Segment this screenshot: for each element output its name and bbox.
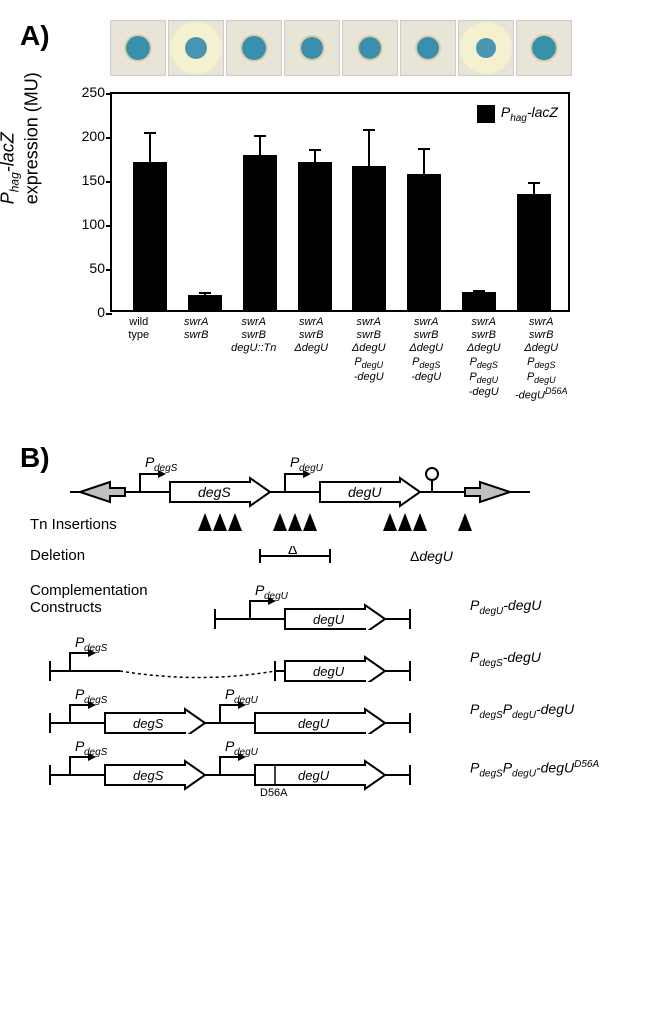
- svg-text:degU: degU: [348, 484, 382, 500]
- legend-swatch: [477, 105, 495, 123]
- bar-chart: Phag-lacZ expression (MU) Phag-lacZ wild…: [50, 82, 630, 402]
- y-tick-label: 150: [75, 172, 105, 188]
- construct-1: P degU degU PdegU-degU: [180, 584, 599, 630]
- bar: [517, 194, 551, 310]
- panel-b-label: B): [20, 442, 50, 474]
- flank-gene-right: [465, 482, 510, 502]
- svg-text:degU: degU: [298, 768, 330, 783]
- svg-text:degU: degU: [298, 716, 330, 731]
- svg-text:Δ: Δ: [288, 546, 297, 557]
- bar: [462, 292, 496, 310]
- svg-text:D56A: D56A: [260, 787, 288, 798]
- legend-text: Phag-lacZ: [501, 104, 558, 124]
- colony-tile: [110, 20, 166, 76]
- bar: [243, 155, 277, 310]
- y-tick-label: 250: [75, 84, 105, 100]
- operon-diagram: P degS degS P degU degU: [70, 452, 570, 512]
- bar: [407, 174, 441, 310]
- x-label: swrAswrBdegU::Tn: [225, 316, 283, 402]
- insertions-triangles: [70, 511, 570, 533]
- svg-text:degS: degS: [133, 716, 164, 731]
- x-label: swrAswrBΔdegUPdegS PdegU-degU: [455, 316, 513, 402]
- x-label: swrAswrBΔdegUPdegS-degU: [398, 316, 456, 402]
- y-tick-label: 50: [75, 260, 105, 276]
- construct-3-name: PdegSPdegU-degU: [470, 701, 574, 721]
- svg-text:degS: degS: [84, 747, 108, 758]
- svg-text:degS: degS: [84, 643, 108, 654]
- deletion-diagram: Δ: [200, 546, 400, 566]
- chart-legend: Phag-lacZ: [477, 104, 558, 124]
- colony-tile: [458, 20, 514, 76]
- bar: [133, 162, 167, 310]
- construct-2-name: PdegS-degU: [470, 649, 541, 669]
- deletion-name: ΔdegU: [410, 548, 453, 564]
- svg-text:degU: degU: [313, 664, 345, 679]
- colony-tile: [342, 20, 398, 76]
- colony-tile: [516, 20, 572, 76]
- bar: [298, 162, 332, 310]
- colony-tile: [284, 20, 340, 76]
- colony-tile: [400, 20, 456, 76]
- x-label: swrAswrBΔdegUPdegU-degU: [340, 316, 398, 402]
- panel-a: A) Phag-lacZ expression (MU) Phag-lacZ w…: [10, 20, 655, 402]
- panel-a-label: A): [20, 20, 50, 52]
- x-label: swrAswrB: [168, 316, 226, 402]
- terminator-icon: [426, 468, 438, 480]
- y-axis-label: Phag-lacZ expression (MU): [0, 72, 42, 204]
- y-tick-label: 200: [75, 128, 105, 144]
- svg-text:degU: degU: [299, 463, 324, 474]
- svg-text:degU: degU: [264, 591, 289, 602]
- y-tick-label: 100: [75, 216, 105, 232]
- deletion-label: Deletion: [30, 547, 200, 564]
- colony-tile: [168, 20, 224, 76]
- bar: [188, 295, 222, 310]
- svg-text:degU: degU: [234, 747, 259, 758]
- svg-text:degU: degU: [234, 695, 259, 706]
- construct-1-name: PdegU-degU: [470, 597, 541, 617]
- colony-row: [110, 20, 655, 76]
- svg-text:degS: degS: [84, 695, 108, 706]
- svg-text:degS: degS: [133, 768, 164, 783]
- construct-4-name: PdegSPdegU-degUD56A: [470, 759, 599, 779]
- x-label: swrAswrBΔdegU: [283, 316, 341, 402]
- x-axis-labels: wildtypeswrAswrBswrAswrBdegU::TnswrAswrB…: [110, 316, 570, 402]
- colony-tile: [226, 20, 282, 76]
- x-label: swrAswrBΔdegUPdegS PdegU-degUD56A: [513, 316, 571, 402]
- bar: [352, 166, 386, 310]
- y-tick-label: 0: [75, 304, 105, 320]
- svg-text:degS: degS: [198, 484, 231, 500]
- flank-gene-left: [80, 482, 125, 502]
- panel-b: B) P degS degS P degU degU Tn Insertions…: [10, 442, 655, 804]
- construct-4: P degS degS P degU degU D56A PdegSPdegU-…: [40, 740, 599, 798]
- construct-3: P degS degS P degU degU PdegSPdegU-degU: [40, 688, 599, 734]
- svg-text:degU: degU: [313, 612, 345, 627]
- x-label: wildtype: [110, 316, 168, 402]
- plot-box: Phag-lacZ: [110, 92, 570, 312]
- construct-2: P degS degU PdegS-degU: [40, 636, 599, 682]
- svg-text:degS: degS: [154, 463, 178, 474]
